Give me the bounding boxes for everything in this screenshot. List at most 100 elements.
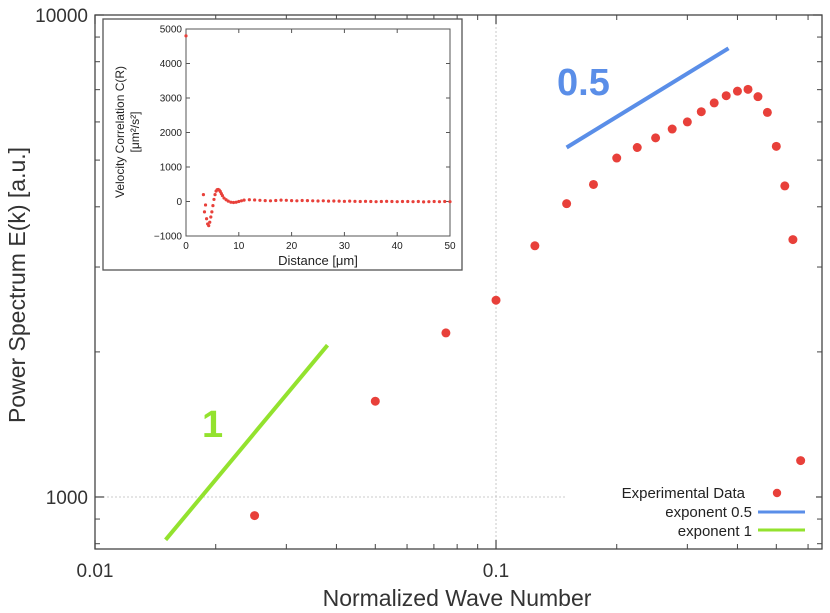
inset-x-tick-label: 50 — [444, 241, 456, 252]
inset-data-point — [406, 199, 410, 204]
data-point — [762, 107, 772, 117]
data-point — [709, 98, 719, 108]
inset-data-point — [400, 199, 405, 204]
inset-data-point — [242, 198, 246, 202]
inset-data-point — [422, 200, 426, 204]
inset-data-point — [213, 193, 217, 197]
inset-data-point — [337, 199, 341, 203]
data-point — [667, 124, 677, 134]
inset-data-point — [342, 199, 346, 203]
inset-data-point — [237, 199, 241, 204]
x-tick-label: 0.1 — [483, 561, 509, 582]
inset-data-point — [332, 199, 336, 203]
inset-y-tick-label: 5000 — [160, 25, 183, 36]
inset-data-point — [268, 199, 273, 203]
inset-data-point — [274, 198, 278, 203]
data-point — [530, 241, 540, 251]
inset-data-point — [220, 194, 225, 198]
inset-data-point — [311, 199, 315, 203]
data-point — [250, 511, 260, 521]
data-point — [632, 143, 642, 153]
inset-data-point — [427, 200, 431, 204]
inset-data-point — [321, 199, 325, 203]
slope-annotation-1: 1 — [202, 404, 223, 446]
y-axis-label: Power Spectrum E(k) [a.u.] — [4, 147, 30, 423]
inset-y-tick-label: 4000 — [160, 59, 183, 70]
inset-data-point — [229, 200, 233, 204]
inset-data-point — [184, 34, 188, 38]
data-point — [743, 84, 753, 94]
inset-data-point — [437, 200, 442, 204]
data-point — [732, 86, 742, 96]
inset-data-point — [363, 199, 368, 203]
inset-data-point — [204, 217, 209, 221]
inset-x-tick-label: 0 — [183, 241, 189, 252]
inset-data-point — [234, 200, 238, 204]
data-points — [250, 84, 806, 521]
inset-background — [102, 18, 463, 271]
legend-marker — [772, 488, 782, 498]
inset-x-tick-label: 20 — [286, 241, 298, 252]
data-point — [651, 133, 661, 143]
inset-data-point — [210, 210, 214, 214]
inset-data-point — [305, 199, 310, 203]
inset-data-point — [211, 204, 215, 208]
x-axis-ticks: 0.01 0.1 — [77, 15, 809, 582]
inset-data-point — [284, 198, 288, 202]
inset-data-point — [348, 199, 352, 203]
data-point — [753, 92, 763, 102]
inset-data-point — [411, 200, 415, 204]
inset-data-point — [212, 197, 216, 202]
inset-data-point — [203, 203, 208, 207]
data-point — [780, 181, 790, 191]
slope-annotation-0.5: 0.5 — [557, 62, 610, 104]
inset-data-point — [202, 210, 207, 214]
inset-data-point — [295, 199, 299, 203]
y-axis-ticks: 1000 1000 0 — [35, 6, 822, 545]
legend-entry-experimental-data: Experimental Data — [622, 485, 782, 502]
inset-data-point — [226, 199, 230, 203]
data-point — [612, 153, 622, 163]
legend-entry-exponent-0.5: exponent 0.5 — [665, 504, 805, 521]
inset-data-point — [247, 198, 251, 202]
legend-label: exponent 0.5 — [665, 504, 752, 521]
plot-frame — [94, 14, 823, 550]
inset-data-point — [416, 199, 420, 204]
inset-y-axis-label-line2: [μm²/s²] — [128, 112, 142, 153]
inset-x-axis-label: Distance [μm] — [278, 253, 358, 268]
inset-y-tick-label: 0 — [176, 197, 182, 208]
legend-label: exponent 1 — [678, 523, 752, 540]
exponent-1-line — [164, 343, 330, 542]
inset-data-point — [231, 200, 236, 205]
data-point — [788, 235, 798, 245]
data-point — [491, 295, 501, 305]
inset-data-point — [385, 199, 389, 203]
legend-label: Experimental Data — [622, 485, 746, 502]
inset-y-tick-label: −1000 — [154, 232, 183, 243]
inset-data-point — [258, 198, 262, 202]
inset-data-points — [184, 34, 452, 228]
inset-data-point — [390, 199, 394, 204]
y-tick-label: 1000 — [46, 488, 88, 509]
inset-data-point — [279, 198, 283, 202]
inset-data-point — [374, 200, 378, 204]
inset-x-tick-label: 40 — [392, 241, 404, 252]
data-point — [796, 456, 806, 466]
inset-data-point — [395, 200, 399, 204]
data-point — [682, 117, 692, 127]
inset-data-point — [300, 198, 304, 203]
inset-y-axis-label-line1: Velocity Correlation C(R) — [113, 66, 127, 198]
data-point — [588, 179, 598, 189]
data-point — [771, 141, 781, 151]
inset-data-point — [207, 224, 211, 228]
fit-lines — [164, 46, 730, 542]
x-axis-label: Normalized Wave Number — [323, 585, 592, 611]
inset-data-point — [353, 199, 357, 203]
inset-data-point — [201, 193, 206, 197]
inset-data-point — [443, 199, 447, 204]
data-point — [721, 91, 731, 101]
inset-y-tick-label: 1000 — [160, 163, 183, 174]
